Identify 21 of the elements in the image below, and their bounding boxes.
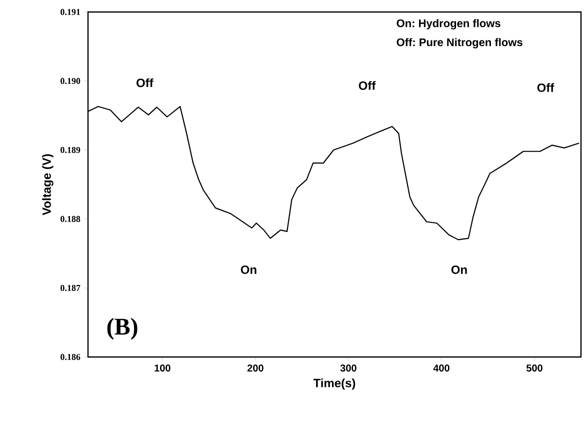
y-tick-label: 0.191: [60, 8, 80, 16]
x-tick-label: 100: [154, 364, 170, 372]
x-axis-title: Time(s): [313, 378, 356, 390]
x-tick-label: 200: [247, 364, 264, 372]
y-tick-label: 0.186: [60, 354, 80, 360]
text: (B): [107, 318, 138, 340]
y-tick-label: 0.187: [60, 284, 80, 292]
annotation: Off: [537, 83, 554, 92]
annotation: On: Hydrogen flows: [396, 19, 500, 30]
x-tick-label: 400: [433, 364, 450, 372]
x-tick-label: 300: [340, 364, 356, 372]
annotation: Off: [136, 78, 154, 88]
y-tick-label: 0.189: [60, 146, 80, 154]
annotation: On: [240, 265, 256, 274]
annotation: Off: Pure Nitrogen flows: [396, 38, 522, 48]
x-tick-label: 500: [526, 364, 542, 372]
y-axis-title: Voltage (V): [42, 154, 54, 216]
y-tick-label: 0.190: [60, 78, 80, 84]
annotation: Off: [358, 81, 376, 90]
y-tick-label: 0.188: [60, 216, 80, 222]
annotation: On: [451, 265, 467, 274]
